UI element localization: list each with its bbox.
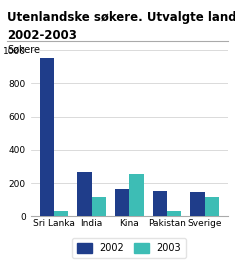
Bar: [153, 191, 167, 216]
Bar: [190, 192, 205, 216]
Bar: [115, 189, 129, 216]
Bar: [167, 211, 181, 216]
Bar: [92, 196, 106, 216]
Text: 2002-2003: 2002-2003: [7, 29, 77, 42]
Bar: [77, 172, 92, 216]
Legend: 2002, 2003: 2002, 2003: [72, 238, 186, 258]
Bar: [129, 174, 144, 216]
Text: Utenlandske søkere. Utvalgte land.: Utenlandske søkere. Utvalgte land.: [7, 11, 235, 23]
Text: Søkere: Søkere: [7, 45, 40, 55]
Bar: [39, 59, 54, 216]
Bar: [54, 211, 68, 216]
Bar: [205, 197, 219, 216]
